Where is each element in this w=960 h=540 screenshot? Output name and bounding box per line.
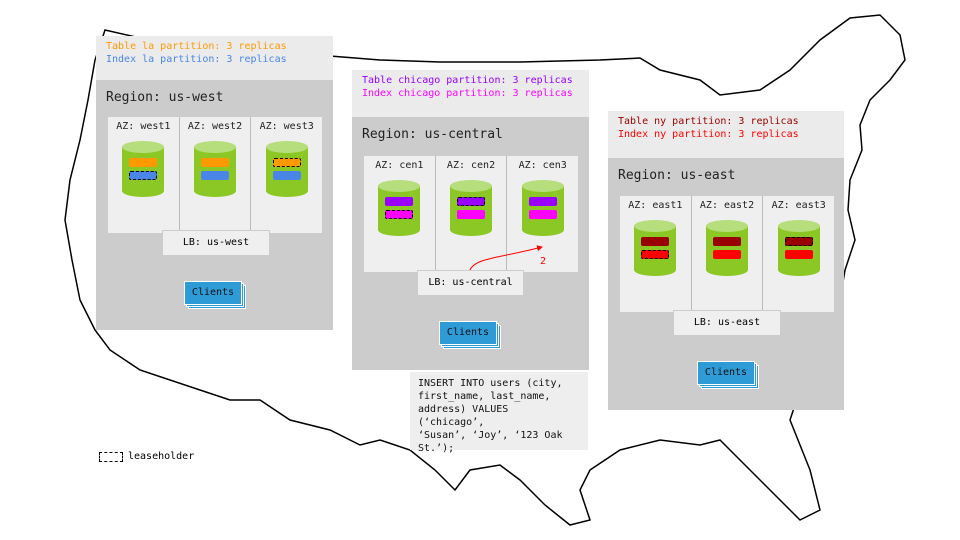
availability-zones: AZ: east1 AZ: east2 AZ: east3 <box>620 196 834 312</box>
region-title: Region: us-central <box>362 127 503 142</box>
az-1: AZ: east1 <box>620 196 692 312</box>
table-replica <box>713 237 741 246</box>
partition-header: Table chicago partition: 3 replicas Index… <box>352 70 589 117</box>
partition-header: Table ny partition: 3 replicas Index ny p… <box>608 111 844 158</box>
az-label: AZ: west3 <box>259 121 314 132</box>
index-replica <box>457 210 485 219</box>
clients-stack <box>184 281 242 305</box>
index-replica-leaseholder <box>641 250 670 259</box>
cylinder-top <box>706 220 748 232</box>
az-label: AZ: west2 <box>187 121 243 132</box>
table-replica <box>129 158 158 167</box>
table-replica-leaseholder <box>457 197 485 206</box>
database-node-icon <box>265 141 308 203</box>
az-2: AZ: east2 <box>692 196 764 312</box>
cylinder-top <box>634 220 677 232</box>
cylinder-top <box>122 141 165 153</box>
partition-label: Index ny partition: 3 replicas <box>618 129 799 140</box>
table-replica <box>641 237 670 246</box>
table-replica <box>201 158 229 167</box>
index-replica <box>272 171 301 180</box>
legend: leaseholder <box>99 451 194 462</box>
database-node-icon <box>706 220 748 282</box>
legend-label: leaseholder <box>128 451 195 462</box>
az-label: AZ: east3 <box>771 200 826 211</box>
az-1: AZ: west1 <box>108 117 180 233</box>
az-label: AZ: west1 <box>116 121 171 132</box>
index-replica-leaseholder <box>129 171 158 180</box>
az-label: AZ: cen3 <box>518 160 567 171</box>
clients-button[interactable]: Clients <box>184 281 246 309</box>
region-title: Region: us-east <box>618 168 736 183</box>
database-node-icon <box>378 180 421 242</box>
az-3: AZ: west3 <box>251 117 322 233</box>
availability-zones: AZ: cen1 AZ: cen2 AZ: cen3 <box>364 156 578 272</box>
index-replica <box>528 210 557 219</box>
clients-button[interactable]: Clients <box>697 361 759 389</box>
table-replica-leaseholder <box>272 158 301 167</box>
clients-stack <box>697 361 755 385</box>
az-2: AZ: cen2 <box>436 156 508 272</box>
database-node-icon <box>194 141 236 203</box>
cylinder-top <box>521 180 564 192</box>
index-replica <box>784 250 813 259</box>
region-us-east: Table ny partition: 3 replicas Index ny p… <box>608 111 844 410</box>
clients-label: Clients <box>191 287 235 298</box>
database-node-icon <box>634 220 677 282</box>
table-replica <box>385 197 414 206</box>
region-title: Region: us-west <box>106 90 224 105</box>
clients-stack <box>439 321 497 345</box>
sql-statement: INSERT INTO users (city, first_name, las… <box>410 372 588 454</box>
partition-label: Index la partition: 3 replicas <box>106 54 287 65</box>
database-node-icon <box>777 220 820 282</box>
cylinder-top <box>194 141 236 153</box>
table-replica-leaseholder <box>784 237 813 246</box>
database-node-icon <box>122 141 165 203</box>
partition-label: Table ny partition: 3 replicas <box>618 116 799 127</box>
database-node-icon <box>521 180 564 242</box>
availability-zones: AZ: west1 AZ: west2 AZ: west3 <box>108 117 322 233</box>
az-label: AZ: east2 <box>699 200 755 211</box>
region-us-central: Table chicago partition: 3 replicas Index… <box>352 70 589 370</box>
database-node-icon <box>450 180 492 242</box>
az-3: AZ: cen3 <box>507 156 578 272</box>
az-label: AZ: cen1 <box>375 160 424 171</box>
az-2: AZ: west2 <box>180 117 252 233</box>
cylinder-top <box>378 180 421 192</box>
partition-label: Table chicago partition: 3 replicas <box>362 75 573 86</box>
partition-header: Table la partition: 3 replicas Index la p… <box>96 36 333 80</box>
cylinder-top <box>450 180 492 192</box>
table-replica <box>528 197 557 206</box>
az-1: AZ: cen1 <box>364 156 436 272</box>
cylinder-top <box>265 141 308 153</box>
index-replica <box>201 171 229 180</box>
clients-button[interactable]: Clients <box>439 321 501 349</box>
load-balancer: LB: us-west <box>162 230 270 256</box>
clients-label: Clients <box>704 367 748 378</box>
region-us-west: Table la partition: 3 replicas Index la p… <box>96 36 333 330</box>
az-label: AZ: east1 <box>628 200 683 211</box>
clients-label: Clients <box>446 327 490 338</box>
index-replica <box>713 250 741 259</box>
cylinder-top <box>777 220 820 232</box>
az-3: AZ: east3 <box>763 196 834 312</box>
load-balancer: LB: us-central <box>417 270 524 296</box>
az-label: AZ: cen2 <box>446 160 496 171</box>
leaseholder-swatch-icon <box>99 451 123 462</box>
load-balancer: LB: us-east <box>673 310 781 336</box>
partition-label: Table la partition: 3 replicas <box>106 41 287 52</box>
partition-label: Index chicago partition: 3 replicas <box>362 88 573 99</box>
index-replica-leaseholder <box>385 210 414 219</box>
